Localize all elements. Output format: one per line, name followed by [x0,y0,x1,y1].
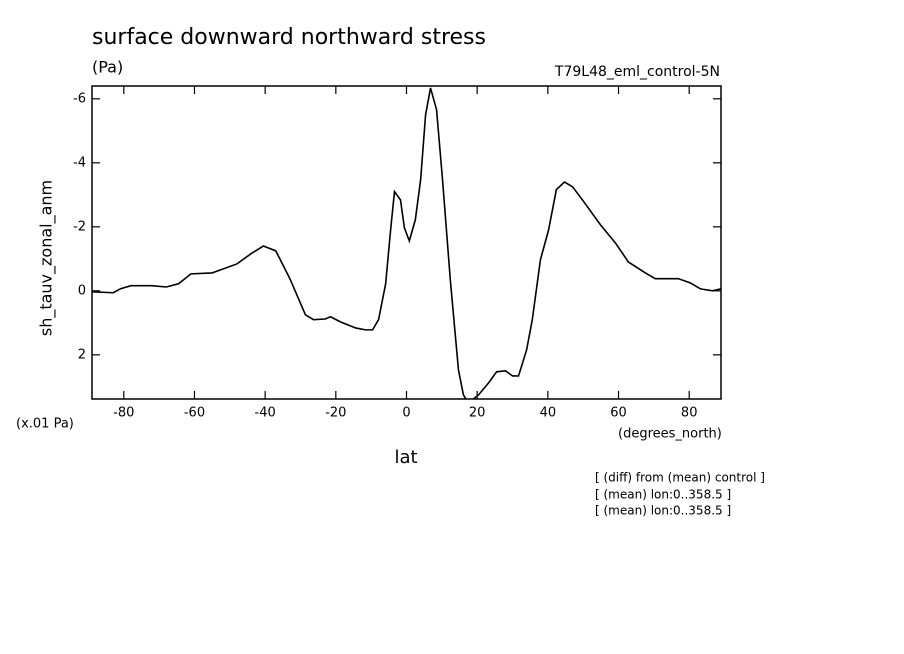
chart-subtitle: (Pa) [92,58,123,77]
y-tick-label: -2 [73,219,86,234]
note: [ (diff) from (mean) control ] [595,471,765,485]
x-tick-label: 0 [402,406,410,421]
x-axis-label: lat [394,447,417,468]
x-tick-label: 80 [681,406,698,421]
y-tick-label: 2 [78,347,86,362]
data-line [92,87,721,399]
y-tick-label: -6 [73,91,86,106]
y-scale-label: (x.01 Pa) [16,417,74,432]
run-label: T79L48_eml_control-5N [554,64,720,80]
x-tick-label: 40 [540,406,557,421]
x-tick-label: 20 [469,406,486,421]
y-tick-label: -4 [73,155,86,170]
note: [ (mean) lon:0..358.5 ] [595,488,731,502]
x-tick-label: 60 [610,406,627,421]
note: [ (mean) lon:0..358.5 ] [595,504,731,518]
x-tick-label: -40 [255,406,276,421]
chart-title: surface downward northward stress [92,25,486,50]
x-tick-label: -20 [325,406,346,421]
y-axis-label: sh_tauv_zonal_anm [37,180,57,336]
x-unit-label: (degrees_north) [618,427,722,442]
x-tick-label: -60 [184,406,205,421]
y-tick-label: 0 [78,283,86,298]
x-tick-label: -80 [113,406,134,421]
